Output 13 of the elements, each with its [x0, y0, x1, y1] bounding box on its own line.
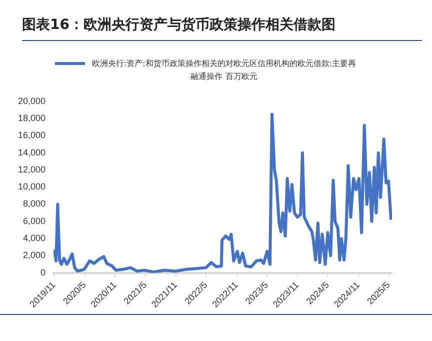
y-tick-label: 6,000 — [22, 216, 46, 226]
y-tick-label: 14,000 — [18, 147, 46, 158]
y-tick-label: 4,000 — [22, 233, 46, 244]
chart-title: 图表16：欧洲央行资产与货币政策操作相关借款图 — [22, 16, 422, 41]
y-tick-label: 16,000 — [18, 130, 46, 140]
y-tick-label: 18,000 — [18, 113, 46, 124]
y-tick-label: 0 — [40, 267, 46, 278]
legend-label: 欧洲央行:资产:和货币政策操作相关的对欧元区信用机构的欧元借款:主要再融通操作 百万欧元 — [90, 58, 358, 83]
y-tick-label: 10,000 — [18, 182, 46, 192]
y-tick-label: 2,000 — [22, 250, 46, 260]
y-tick-label: 20,000 — [18, 96, 46, 106]
y-tick-label: 8,000 — [22, 198, 46, 209]
y-tick-label: 12,000 — [18, 164, 46, 174]
